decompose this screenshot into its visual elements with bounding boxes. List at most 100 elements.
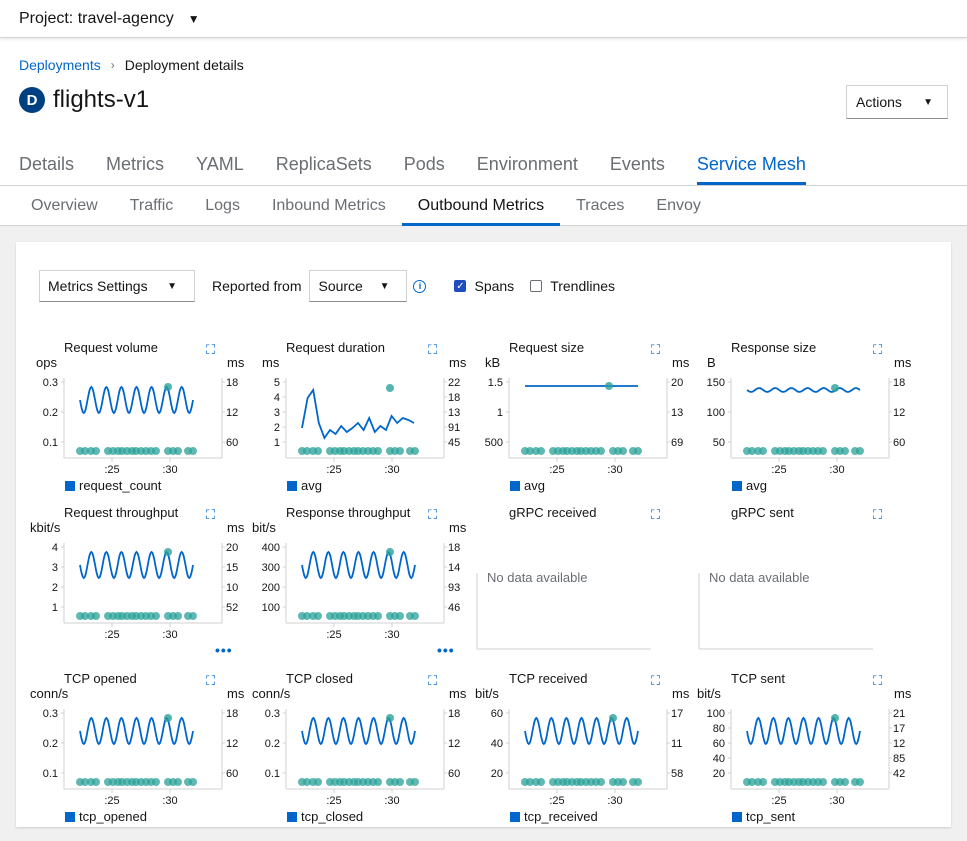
- expand-icon[interactable]: ⛶: [873, 673, 883, 688]
- y2-tick-label: 214.5: [893, 708, 905, 720]
- caret-down-icon: ▼: [187, 11, 200, 26]
- x-tick-label: :25: [771, 795, 786, 807]
- chart-request-volume: Request volume ⛶ ops ms 0.3 0.2 0.1 181.1 120.7 6…: [16, 340, 244, 500]
- expand-icon[interactable]: ⛶: [873, 342, 883, 357]
- expand-icon[interactable]: ⛶: [428, 673, 438, 688]
- y2-tick-label: 120.7: [448, 738, 460, 750]
- tab-events[interactable]: Events: [609, 154, 665, 174]
- reported-from-dropdown[interactable]: Source ▼: [309, 270, 408, 302]
- tab-metrics[interactable]: Metrics: [106, 154, 165, 174]
- y-tick-label: 60: [713, 738, 725, 750]
- tab-details[interactable]: Details: [19, 154, 75, 174]
- y2-tick-label: 137.6: [448, 407, 460, 419]
- chart-legend[interactable]: avg: [510, 478, 545, 493]
- subtab-envoy[interactable]: Envoy: [656, 197, 701, 214]
- span-dot: [374, 778, 382, 786]
- y-tick-label: 2: [52, 582, 58, 594]
- chart-request-duration: Request duration ⛶ ms ms 5 4 3 2 1 229.3 183.4 137.…: [238, 340, 466, 500]
- plot-area: 100 80 60 40 20 214.5 171.6 128.7 85.8 42.9:25:30: [707, 708, 905, 807]
- legend-label: avg: [746, 478, 767, 493]
- right-axis-unit: ms: [449, 520, 467, 535]
- y2-tick-label: 229.3: [448, 377, 460, 389]
- y-tick-label: 100: [262, 602, 280, 614]
- span-dot: [411, 778, 419, 786]
- chart-title: gRPC received: [509, 505, 597, 520]
- legend-label: request_count: [79, 478, 162, 493]
- expand-icon[interactable]: ⛶: [651, 342, 661, 357]
- actions-dropdown[interactable]: Actions ▼: [846, 85, 948, 119]
- chart-legend[interactable]: tcp_sent: [732, 809, 795, 824]
- chart-legend[interactable]: avg: [732, 478, 767, 493]
- span-dot: [841, 778, 849, 786]
- more-options-icon[interactable]: •••: [215, 642, 233, 658]
- project-selector[interactable]: Project: travel-agency ▼: [0, 0, 967, 38]
- tab-pods[interactable]: Pods: [403, 154, 445, 174]
- expand-icon[interactable]: ⛶: [206, 507, 216, 522]
- right-axis-unit: ms: [227, 686, 245, 701]
- span-dot: [411, 612, 419, 620]
- span-dot: [619, 778, 627, 786]
- subtab-overview[interactable]: Overview: [31, 197, 98, 214]
- expand-icon[interactable]: ⛶: [428, 507, 438, 522]
- tab-yaml[interactable]: YAML: [196, 154, 244, 174]
- chart-title: TCP closed: [286, 671, 353, 686]
- info-icon[interactable]: i: [413, 279, 427, 293]
- plot-area: 0.3 0.2 0.1 181.1 120.7 60.4:25:30: [43, 708, 238, 807]
- chart-response-throughput: Response throughput ⛶ bit/s ms 400 300 200 100 1…: [238, 505, 466, 665]
- spans-checkbox[interactable]: ✓: [454, 280, 467, 292]
- y2-tick-label: 60.4: [448, 768, 460, 780]
- x-tick-label: :30: [607, 464, 622, 476]
- chart-legend[interactable]: tcp_closed: [287, 809, 363, 824]
- metrics-settings-dropdown[interactable]: Metrics Settings ▼: [39, 270, 195, 302]
- series-line: [301, 716, 416, 746]
- tab-environment[interactable]: Environment: [476, 154, 578, 174]
- span-highlight-point: [831, 384, 839, 392]
- expand-icon[interactable]: ⛶: [428, 342, 438, 357]
- y-tick-label: 300: [262, 562, 280, 574]
- right-axis-unit: ms: [227, 520, 245, 535]
- expand-icon[interactable]: ⛶: [206, 673, 216, 688]
- reported-from-value: Source: [318, 278, 363, 294]
- tab-replicasets[interactable]: ReplicaSets: [275, 154, 372, 174]
- span-dot: [174, 612, 182, 620]
- plot-area: 150 100 50 182.7 121.8 60.9:25:30: [707, 377, 905, 476]
- left-axis-unit: kB: [485, 355, 501, 370]
- span-dot: [526, 447, 534, 455]
- series-line: [301, 387, 415, 440]
- chart-legend[interactable]: tcp_received: [510, 809, 598, 824]
- y-tick-label: 1: [497, 407, 503, 419]
- chart-legend[interactable]: tcp_opened: [65, 809, 147, 824]
- expand-icon[interactable]: ⛶: [651, 507, 661, 522]
- chart-title: Request duration: [286, 340, 386, 355]
- expand-icon[interactable]: ⛶: [651, 673, 661, 688]
- y-tick-label: 1.5: [488, 377, 503, 389]
- span-highlight-point: [609, 714, 617, 722]
- subtab-outbound-metrics[interactable]: Outbound Metrics: [401, 186, 561, 226]
- y-tick-label: 3: [52, 562, 58, 574]
- trendlines-checkbox[interactable]: [530, 280, 543, 292]
- y2-tick-label: 182.7: [893, 377, 905, 389]
- subtab-traces[interactable]: Traces: [576, 197, 625, 214]
- x-tick-label: :25: [104, 464, 119, 476]
- y2-tick-label: 60.9: [893, 437, 905, 449]
- y-tick-label: 2: [274, 422, 280, 434]
- subtab-traffic[interactable]: Traffic: [129, 197, 174, 214]
- span-dot: [396, 447, 404, 455]
- y2-tick-label: 175.6: [671, 708, 683, 720]
- expand-icon[interactable]: ⛶: [873, 507, 883, 522]
- project-label: Project: travel-agency: [19, 9, 174, 27]
- chart-legend[interactable]: request_count: [65, 478, 161, 493]
- y-tick-label: 0.2: [43, 738, 58, 750]
- breadcrumb-deployments-link[interactable]: Deployments: [19, 57, 101, 73]
- y2-tick-label: 207.9: [671, 377, 683, 389]
- more-options-icon[interactable]: •••: [437, 642, 455, 658]
- caret-down-icon: ▼: [167, 280, 177, 292]
- tab-service-mesh[interactable]: Service Mesh: [696, 144, 806, 185]
- subtab-inbound-metrics[interactable]: Inbound Metrics: [271, 197, 386, 214]
- chart-title: Response throughput: [286, 505, 411, 520]
- y2-tick-label: 42.9: [893, 768, 905, 780]
- subtab-logs[interactable]: Logs: [205, 197, 240, 214]
- expand-icon[interactable]: ⛶: [206, 342, 216, 357]
- chart-legend[interactable]: avg: [287, 478, 322, 493]
- metrics-panel: [16, 242, 951, 827]
